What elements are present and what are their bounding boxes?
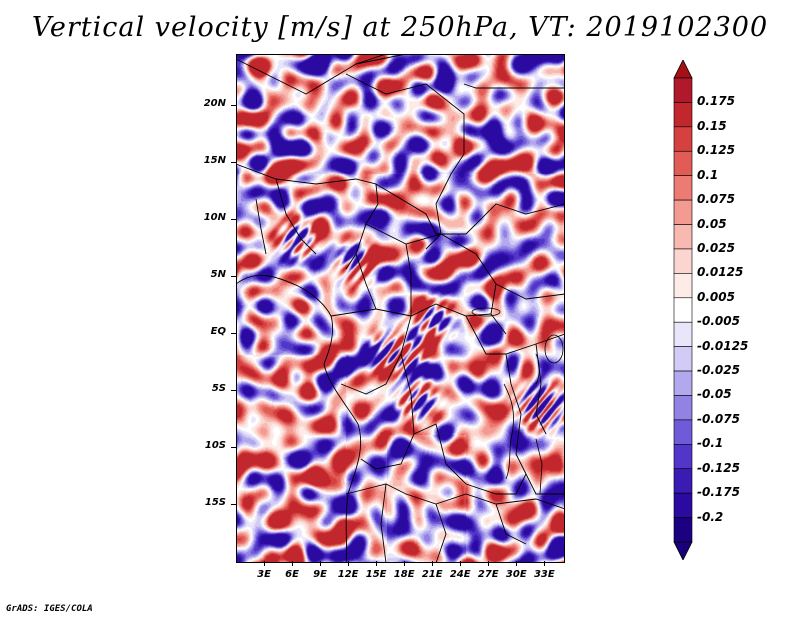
colorbar-level-label: 0.15: [697, 118, 727, 133]
colorbar-swatch: [673, 444, 693, 470]
country-borders: [236, 54, 565, 563]
colorbar-level-label: 0.1: [697, 167, 719, 182]
lon-tick: [488, 561, 490, 566]
lon-tick: [376, 561, 378, 566]
map-plot-area: [236, 54, 565, 563]
lon-tick: [348, 561, 350, 566]
colorbar-level-label: 0.0125: [697, 265, 744, 280]
colorbar-level-label: -0.2: [697, 509, 724, 524]
lon-tick-label: 9E: [313, 569, 327, 580]
lon-tick: [264, 561, 266, 566]
lat-tick-label: 10S: [204, 440, 226, 452]
lon-tick-label: 24E: [449, 569, 471, 580]
lat-tick: [231, 162, 236, 164]
lon-tick: [404, 561, 406, 566]
colorbar-top-arrow: [673, 60, 693, 79]
lon-tick-label: 6E: [285, 569, 299, 580]
lat-tick: [231, 504, 236, 506]
velocity-field: [236, 54, 565, 563]
colorbar-level-label: -0.175: [697, 485, 740, 500]
lon-tick: [460, 561, 462, 566]
colorbar-swatch: [673, 492, 693, 518]
colorbar-level-label: 0.175: [697, 94, 735, 109]
colorbar-swatch: [673, 321, 693, 347]
colorbar-swatch: [673, 370, 693, 396]
colorbar-level-label: 0.005: [697, 289, 735, 304]
lon-tick-label: 30E: [505, 569, 527, 580]
lat-tick-label: 10N: [203, 212, 226, 224]
lon-tick-label: 15E: [365, 569, 387, 580]
colorbar-swatch: [673, 395, 693, 421]
colorbar-swatch: [673, 175, 693, 201]
colorbar-level-label: 0.075: [697, 192, 735, 207]
lat-tick-label: 20N: [203, 98, 226, 110]
colorbar-level-label: 0.05: [697, 216, 727, 231]
lon-tick-label: 12E: [337, 569, 359, 580]
chart-title: Vertical velocity [m/s] at 250hPa, VT: 2…: [31, 12, 769, 43]
colorbar-swatch: [673, 150, 693, 176]
colorbar-swatch: [673, 248, 693, 274]
lon-tick: [292, 561, 294, 566]
colorbar-level-label: -0.0125: [697, 338, 749, 353]
lat-tick-label: 5N: [210, 269, 226, 281]
colorbar-swatch: [673, 273, 693, 299]
lat-tick-label: EQ: [210, 326, 226, 338]
lat-tick: [231, 333, 236, 335]
colorbar-level-label: -0.075: [697, 411, 740, 426]
colorbar-level-label: 0.125: [697, 143, 735, 158]
colorbar-level-label: -0.125: [697, 460, 740, 475]
colorbar-swatch: [673, 346, 693, 372]
colorbar-level-label: 0.025: [697, 240, 735, 255]
lon-tick-label: 27E: [477, 569, 499, 580]
lon-tick-label: 21E: [421, 569, 443, 580]
grads-credit: GrADS: IGES/COLA: [6, 604, 93, 614]
lon-tick-label: 3E: [257, 569, 271, 580]
colorbar-swatch: [673, 126, 693, 152]
colorbar-bottom-arrow: [673, 541, 693, 560]
lon-tick: [432, 561, 434, 566]
lat-tick-label: 15S: [204, 497, 226, 509]
lat-tick: [231, 276, 236, 278]
colorbar-swatch: [673, 224, 693, 250]
lat-tick: [231, 219, 236, 221]
colorbar-swatch: [673, 468, 693, 494]
lat-tick-label: 15N: [203, 155, 226, 167]
lon-tick: [544, 561, 546, 566]
lon-tick: [516, 561, 518, 566]
colorbar-level-label: -0.1: [697, 436, 724, 451]
colorbar-swatch: [673, 419, 693, 445]
colorbar: [673, 60, 693, 560]
colorbar-swatch: [673, 199, 693, 225]
colorbar-level-label: -0.05: [697, 387, 732, 402]
colorbar-level-label: -0.025: [697, 363, 740, 378]
lat-tick: [231, 105, 236, 107]
lat-tick: [231, 447, 236, 449]
colorbar-swatch: [673, 102, 693, 128]
colorbar-swatch: [673, 517, 693, 543]
lat-tick-label: 5S: [211, 383, 226, 395]
lat-tick: [231, 390, 236, 392]
lon-tick-label: 33E: [533, 569, 555, 580]
lon-tick-label: 18E: [393, 569, 415, 580]
colorbar-swatch: [673, 77, 693, 103]
colorbar-level-label: -0.005: [697, 314, 740, 329]
lon-tick: [320, 561, 322, 566]
colorbar-swatch: [673, 297, 693, 323]
